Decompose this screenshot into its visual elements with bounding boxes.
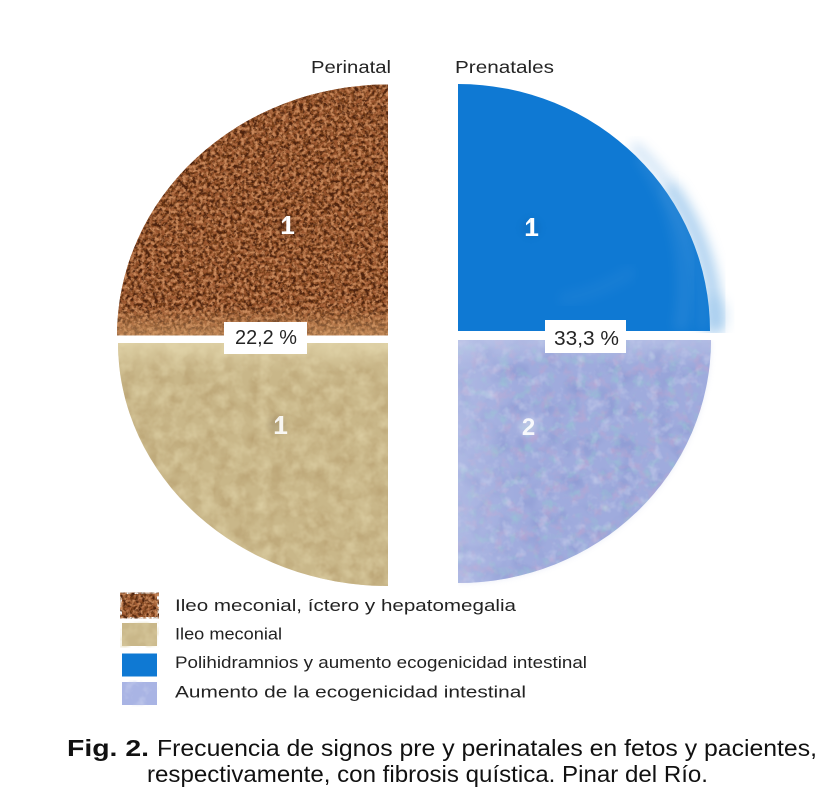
svg-text:Frecuencia de signos pre y per: Frecuencia de signos pre y perinatales e… [157,735,817,761]
svg-text:33,3 %: 33,3 % [554,328,619,350]
svg-text:Polihidramnios y aumento ecoge: Polihidramnios y aumento ecogenicidad in… [175,653,587,672]
svg-text:Prenatales: Prenatales [455,57,554,77]
svg-text:Ileo meconial: Ileo meconial [175,625,282,644]
svg-text:22,2 %: 22,2 % [235,327,297,349]
svg-text:2: 2 [522,414,535,441]
svg-text:Ileo meconial, íctero y hepato: Ileo meconial, íctero y hepatomegalia [175,596,517,615]
svg-text:respectivamente, con fibrosis: respectivamente, con fibrosis quística. … [147,761,708,787]
svg-text:Perinatal: Perinatal [311,57,391,77]
svg-text:Aumento de la ecogenicidad int: Aumento de la ecogenicidad intestinal [175,683,526,702]
svg-text:Fig. 2.: Fig. 2. [67,735,149,761]
